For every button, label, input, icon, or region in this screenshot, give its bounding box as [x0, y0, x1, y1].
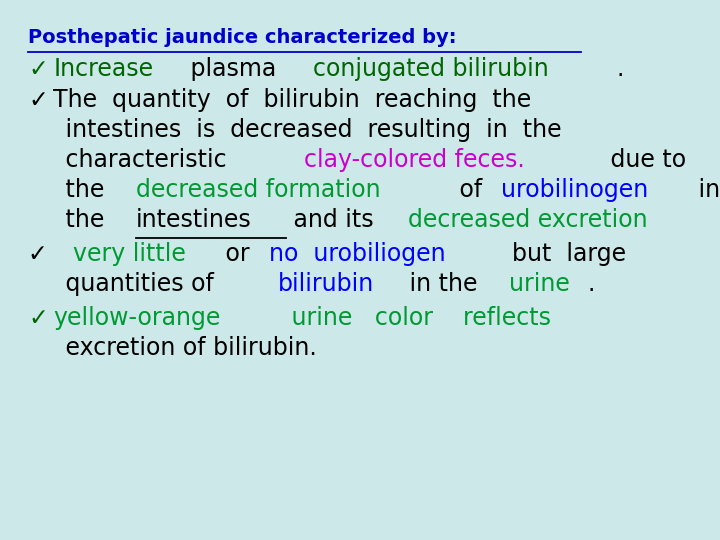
Text: The  quantity  of  bilirubin  reaching  the: The quantity of bilirubin reaching the	[53, 88, 532, 112]
Text: quantities of: quantities of	[28, 272, 221, 296]
Text: in: in	[690, 178, 720, 202]
Text: ✓: ✓	[28, 242, 63, 266]
Text: no  urobiliogen: no urobiliogen	[269, 242, 446, 266]
Text: ✓: ✓	[28, 306, 48, 330]
Text: plasma: plasma	[183, 57, 284, 81]
Text: ✓: ✓	[28, 57, 48, 81]
Text: clay-colored feces.: clay-colored feces.	[304, 148, 524, 172]
Text: decreased excretion: decreased excretion	[408, 208, 648, 232]
Text: of: of	[452, 178, 490, 202]
Text: intestines  is  decreased  resulting  in  the: intestines is decreased resulting in the	[28, 118, 562, 142]
Text: intestines: intestines	[136, 208, 252, 232]
Text: urobilinogen: urobilinogen	[500, 178, 648, 202]
Text: the: the	[28, 178, 112, 202]
Text: urine: urine	[509, 272, 570, 296]
Text: bilirubin: bilirubin	[277, 272, 374, 296]
Text: the: the	[28, 208, 112, 232]
Text: or: or	[218, 242, 258, 266]
Text: Posthepatic jaundice characterized by:: Posthepatic jaundice characterized by:	[28, 28, 456, 47]
Text: .: .	[718, 208, 720, 232]
Text: urine   color    reflects: urine color reflects	[269, 306, 552, 330]
Text: .: .	[588, 272, 595, 296]
Text: but  large: but large	[497, 242, 626, 266]
Text: decreased formation: decreased formation	[136, 178, 381, 202]
Text: excretion of bilirubin.: excretion of bilirubin.	[28, 336, 317, 360]
Text: Increase: Increase	[53, 57, 153, 81]
Text: characteristic: characteristic	[28, 148, 242, 172]
Text: in the: in the	[402, 272, 485, 296]
Text: and its: and its	[286, 208, 381, 232]
Text: due to: due to	[588, 148, 687, 172]
Text: .: .	[617, 57, 624, 81]
Text: yellow-orange: yellow-orange	[53, 306, 221, 330]
Text: very little: very little	[73, 242, 186, 266]
Text: conjugated bilirubin: conjugated bilirubin	[312, 57, 549, 81]
Text: ✓: ✓	[28, 88, 48, 112]
